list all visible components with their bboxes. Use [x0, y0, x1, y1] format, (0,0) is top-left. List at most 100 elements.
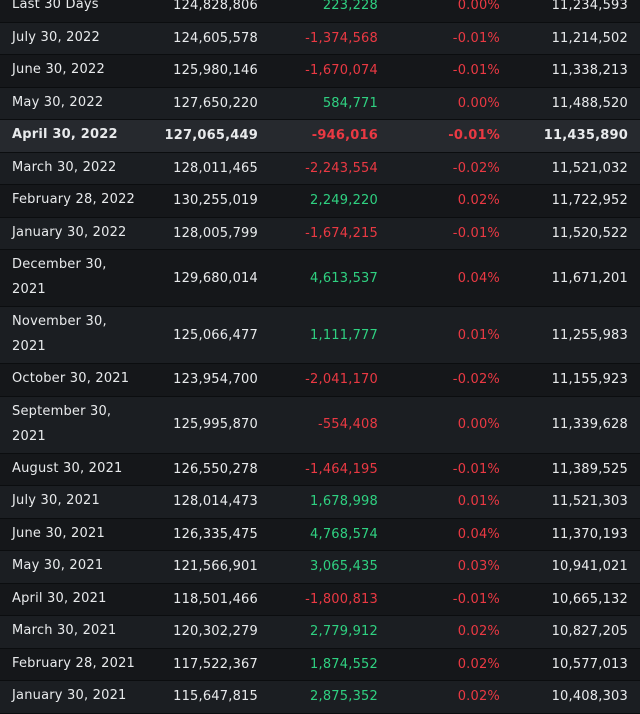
change-cell: -1,464,195	[305, 461, 378, 477]
date-cell: May 30, 2022	[12, 91, 162, 116]
date-cell: December 30, 2021	[12, 253, 162, 303]
change-cell: -1,800,813	[305, 591, 378, 607]
date-text: April 30, 2021	[12, 590, 107, 606]
table-row[interactable]: March 30, 2021 120,302,279 2,779,912 0.02% 1…	[0, 616, 640, 649]
date-text: July 30, 2021	[12, 493, 101, 509]
date-cell: August 30, 2021	[12, 457, 162, 482]
table-row[interactable]: July 30, 2022 124,605,578 -1,374,568 -0.01%…	[0, 22, 640, 55]
change-cell: 4,768,574	[310, 526, 378, 542]
percent-change-cell: 0.02%	[457, 624, 500, 640]
date-text: June 30, 2022	[12, 62, 105, 78]
supply-cell: 123,954,700	[173, 372, 258, 388]
date-text: February 28, 2022	[12, 192, 136, 208]
date-text: March 30, 2021	[12, 623, 117, 639]
date-cell: June 30, 2022	[12, 58, 162, 83]
secondary-supply-cell: 11,722,952	[551, 193, 628, 209]
supply-cell: 127,065,449	[164, 128, 258, 144]
supply-cell: 128,014,473	[173, 494, 258, 510]
percent-change-cell: -0.01%	[452, 30, 500, 46]
supply-cell: 124,605,578	[173, 30, 258, 46]
date-text: April 30, 2022	[12, 127, 118, 143]
change-cell: 2,779,912	[310, 624, 378, 640]
secondary-supply-cell: 10,577,013	[551, 656, 628, 672]
change-cell: -1,374,568	[305, 30, 378, 46]
change-cell: 1,678,998	[310, 494, 378, 510]
supply-cell: 115,647,815	[173, 689, 258, 705]
date-text: June 30, 2021	[12, 525, 105, 541]
date-text: October 30, 2021	[12, 371, 130, 387]
table-row[interactable]: September 30, 2021 125,995,870 -554,408 0.00…	[0, 396, 640, 454]
percent-change-cell: 0.02%	[457, 689, 500, 705]
date-text: Last 30 Days	[12, 0, 99, 13]
date-cell: March 30, 2022	[12, 156, 162, 181]
date-cell: May 30, 2021	[12, 554, 162, 579]
table-row[interactable]: November 30, 2021 125,066,477 1,111,777 0.01…	[0, 307, 640, 364]
change-cell: 223,228	[322, 0, 378, 14]
percent-change-cell: -0.01%	[452, 63, 500, 79]
table-row[interactable]: May 30, 2022 127,650,220 584,771 0.00% 11,48…	[0, 87, 640, 120]
secondary-supply-cell: 11,234,593	[551, 0, 628, 14]
supply-cell: 125,995,870	[173, 417, 258, 432]
date-text: September 30,	[12, 403, 112, 419]
supply-cell: 128,005,799	[173, 225, 258, 241]
date-text: August 30, 2021	[12, 460, 123, 476]
change-cell: 2,875,352	[310, 689, 378, 705]
change-cell: -2,041,170	[305, 372, 378, 388]
table-row[interactable]: June 30, 2021 126,335,475 4,768,574 0.04% 11…	[0, 518, 640, 551]
date-text: January 30, 2021	[12, 688, 127, 704]
date-cell: June 30, 2021	[12, 522, 162, 547]
table-row[interactable]: March 30, 2022 128,011,465 -2,243,554 -0.02…	[0, 152, 640, 185]
date-cell: Last 30 Days	[12, 0, 162, 18]
percent-change-cell: -0.01%	[452, 461, 500, 477]
secondary-supply-cell: 11,520,522	[551, 225, 628, 241]
change-cell: 2,249,220	[310, 193, 378, 209]
table-row[interactable]: Last 30 Days 124,828,806 223,228 0.00% 11,23…	[0, 0, 640, 23]
table-row[interactable]: August 30, 2021 126,550,278 -1,464,195 -0.0…	[0, 453, 640, 486]
secondary-supply-cell: 11,521,032	[551, 160, 628, 176]
table-row[interactable]: May 30, 2021 121,566,901 3,065,435 0.03% 10,…	[0, 551, 640, 584]
change-cell: -946,016	[311, 128, 378, 144]
percent-change-cell: -0.01%	[448, 128, 500, 144]
percent-change-cell: 0.03%	[457, 559, 500, 575]
supply-cell: 130,255,019	[173, 193, 258, 209]
table-row[interactable]: July 30, 2021 128,014,473 1,678,998 0.01% 11…	[0, 486, 640, 519]
date-cell: July 30, 2022	[12, 26, 162, 51]
date-text: 2021	[12, 282, 46, 297]
secondary-supply-cell: 10,941,021	[551, 559, 628, 575]
date-cell: January 30, 2022	[12, 221, 162, 246]
date-text: February 28, 2021	[12, 655, 136, 671]
secondary-supply-cell: 11,435,890	[543, 128, 628, 144]
table-row[interactable]: April 30, 2021 118,501,466 -1,800,813 -0.01…	[0, 583, 640, 616]
date-cell: February 28, 2022	[12, 188, 162, 213]
date-text: 2021	[12, 428, 46, 444]
secondary-supply-cell: 10,827,205	[551, 624, 628, 640]
date-text: March 30, 2022	[12, 159, 117, 175]
date-cell: November 30, 2021	[12, 310, 162, 360]
percent-change-cell: 0.01%	[457, 327, 500, 343]
date-text: May 30, 2022	[12, 94, 104, 110]
table-row[interactable]: January 30, 2021 115,647,815 2,875,352 0.02…	[0, 681, 640, 714]
change-cell: 3,065,435	[310, 559, 378, 575]
secondary-supply-cell: 11,488,520	[551, 95, 628, 111]
table-row[interactable]: October 30, 2021 123,954,700 -2,041,170 -0.…	[0, 364, 640, 397]
table-row[interactable]: February 28, 2022 130,255,019 2,249,220 0.0…	[0, 185, 640, 218]
change-cell: -2,243,554	[305, 160, 378, 176]
percent-change-cell: -0.02%	[452, 160, 500, 176]
table-row[interactable]: June 30, 2022 125,980,146 -1,670,074 -0.01%…	[0, 55, 640, 88]
percent-change-cell: -0.02%	[452, 372, 500, 388]
date-cell: March 30, 2021	[12, 619, 162, 644]
table-row[interactable]: April 30, 2022 127,065,449 -946,016 -0.01% 1…	[0, 120, 640, 153]
change-cell: 1,874,552	[310, 656, 378, 672]
table-row[interactable]: February 28, 2021 117,522,367 1,874,552 0.0…	[0, 648, 640, 681]
table-row[interactable]: January 30, 2022 128,005,799 -1,674,215 -0.…	[0, 217, 640, 250]
percent-change-cell: 0.00%	[457, 417, 500, 432]
secondary-supply-cell: 11,155,923	[551, 372, 628, 388]
percent-change-cell: -0.01%	[452, 225, 500, 241]
secondary-supply-cell: 11,671,201	[551, 270, 628, 286]
table-row[interactable]: December 30, 2021 129,680,014 4,613,537 0.04…	[0, 250, 640, 307]
secondary-supply-cell: 10,665,132	[551, 591, 628, 607]
change-cell: -554,408	[317, 417, 378, 432]
date-cell: April 30, 2022	[12, 123, 162, 148]
date-text: December 30,	[12, 257, 107, 273]
